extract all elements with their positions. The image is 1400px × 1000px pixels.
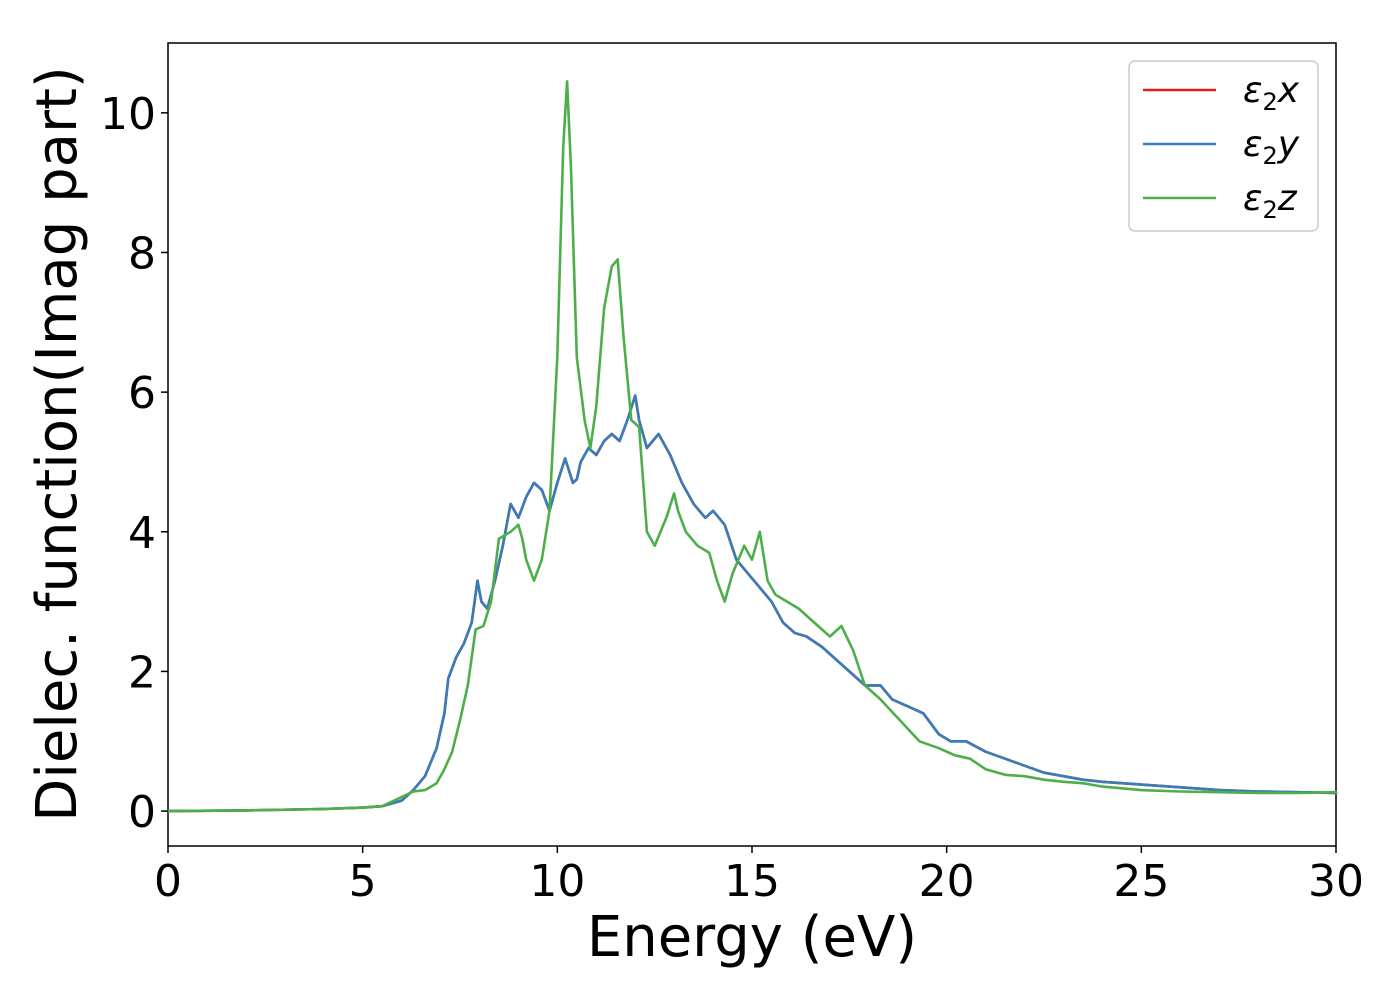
x-tick-label: 25 <box>1113 856 1169 907</box>
y-tick-label: 8 <box>128 228 156 279</box>
series-line-eps2z <box>166 80 1338 813</box>
x-axis-ticks: 0 5 10 15 20 25 30 <box>154 846 1364 907</box>
legend-axis: x <box>1277 70 1300 111</box>
legend-symbol: ε <box>1243 178 1262 219</box>
x-tick-label: 15 <box>724 856 780 907</box>
legend-axis: z <box>1277 178 1298 219</box>
y-tick-label: 10 <box>100 89 156 140</box>
y-tick-label: 2 <box>128 647 156 698</box>
x-tick-label: 0 <box>154 856 182 907</box>
y-axis-ticks: 0 2 4 6 8 10 <box>100 89 168 838</box>
x-tick-label: 10 <box>529 856 585 907</box>
legend-symbol: ε <box>1243 124 1262 165</box>
series-line-eps2y <box>166 394 1338 813</box>
y-axis-label: Dielec. function(Imag part) <box>25 66 90 822</box>
y-tick-label: 4 <box>128 508 156 559</box>
legend-box <box>1128 60 1319 232</box>
legend-label-y: ε2y <box>1243 124 1300 170</box>
x-tick-label: 5 <box>349 856 377 907</box>
x-tick-label: 30 <box>1308 856 1364 907</box>
y-tick-label: 6 <box>128 368 156 419</box>
y-tick-label: 0 <box>128 787 156 838</box>
legend-subscript: 2 <box>1262 142 1277 170</box>
legend-label-x: ε2x <box>1243 70 1300 116</box>
legend-symbol: ε <box>1243 70 1262 111</box>
x-axis-label: Energy (eV) <box>587 905 917 970</box>
series-layer <box>166 80 1338 813</box>
legend-subscript: 2 <box>1262 196 1277 224</box>
x-tick-label: 20 <box>919 856 975 907</box>
legend-subscript: 2 <box>1262 88 1277 116</box>
legend-axis: y <box>1277 124 1300 165</box>
legend-label-z: ε2z <box>1243 178 1298 224</box>
